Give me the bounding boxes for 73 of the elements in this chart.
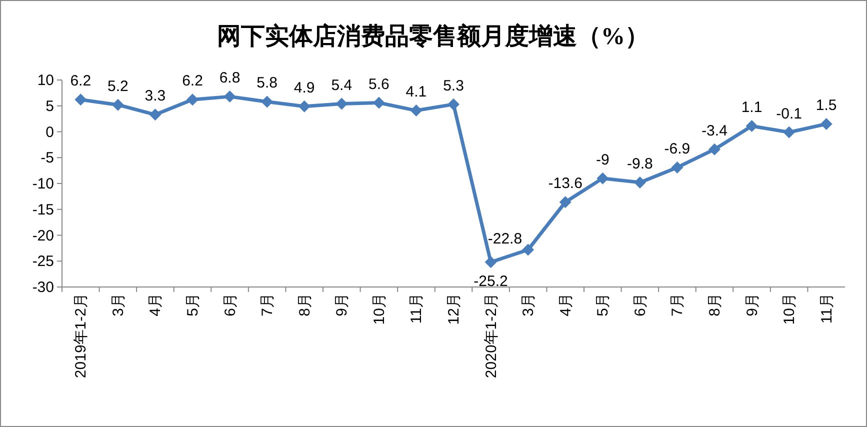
chart-title: 网下实体店消费品零售额月度增速（%） [217, 23, 649, 50]
data-label: 5.3 [443, 77, 464, 94]
y-tick-label: -20 [32, 227, 54, 244]
data-label: -22.8 [488, 230, 522, 248]
data-label: -0.1 [776, 105, 802, 122]
data-label: -9.8 [627, 155, 653, 172]
data-label: -9 [596, 151, 610, 168]
point [112, 98, 124, 111]
data-label: 6.2 [70, 72, 92, 90]
data-label: 4.1 [406, 84, 427, 101]
data-label: 6.8 [219, 70, 240, 87]
data-label: -6.9 [664, 140, 690, 158]
point [298, 100, 310, 112]
x-tick-label: 5月 [184, 293, 202, 316]
x-tick-label: 6月 [632, 293, 649, 316]
point [372, 96, 385, 109]
x-tick-label: 8月 [706, 293, 724, 316]
data-label: 5.8 [256, 74, 278, 92]
point [186, 94, 198, 106]
point [820, 118, 832, 130]
y-tick-label: -15 [32, 201, 54, 218]
y-tick-label: 5 [46, 98, 54, 115]
data-label: 6.2 [182, 72, 203, 90]
data-label: 5.6 [368, 76, 390, 93]
point [448, 98, 460, 110]
point [336, 98, 348, 110]
x-tick-label: 6月 [222, 293, 239, 316]
point [149, 108, 162, 121]
x-tick-label: 3月 [520, 293, 538, 316]
point [671, 161, 684, 174]
y-tick-label: 0 [46, 124, 54, 141]
point [410, 104, 422, 117]
point [224, 90, 236, 103]
point [708, 143, 720, 156]
x-tick-label: 4月 [557, 293, 574, 316]
y-tick-label: 10 [37, 72, 54, 89]
x-tick-label: 2019年1-2月 [72, 293, 90, 378]
data-label: 3.3 [144, 88, 166, 105]
x-tick-label: 10月 [370, 293, 388, 325]
point [746, 120, 758, 132]
x-tick-label: 12月 [446, 293, 462, 325]
x-tick-label: 10月 [781, 293, 798, 325]
data-label: -3.4 [702, 122, 728, 140]
y-tick-label: -30 [32, 279, 54, 296]
data-label: 5.2 [108, 78, 128, 95]
point [522, 244, 534, 256]
point [559, 196, 572, 208]
x-tick-label: 7月 [259, 293, 276, 316]
point [261, 96, 274, 108]
x-tick-label: 9月 [744, 293, 761, 316]
x-tick-label: 11月 [408, 293, 426, 324]
x-tick-label: 7月 [669, 293, 686, 316]
data-label: 1.5 [816, 96, 837, 114]
x-tick-label: 9月 [334, 293, 351, 316]
data-label: -13.6 [548, 175, 582, 192]
data-label: 1.1 [741, 99, 762, 116]
x-tick-label: 4月 [147, 293, 164, 316]
point [596, 172, 609, 184]
x-tick-label: 11月 [818, 293, 836, 324]
data-label: -25.2 [474, 273, 508, 290]
y-tick-label: -5 [40, 150, 54, 167]
point [484, 256, 497, 268]
y-tick-label: -25 [32, 253, 54, 270]
data-label: 4.9 [294, 79, 315, 96]
point [634, 176, 646, 188]
x-tick-label: 3月 [110, 293, 127, 316]
x-tick-label: 8月 [296, 293, 314, 316]
point [783, 126, 796, 138]
x-tick-label: 2020年1-2月 [482, 293, 500, 378]
x-tick-label: 5月 [594, 293, 612, 316]
point [74, 94, 87, 106]
y-tick-label: -10 [32, 176, 54, 192]
data-label: 5.4 [331, 76, 352, 94]
